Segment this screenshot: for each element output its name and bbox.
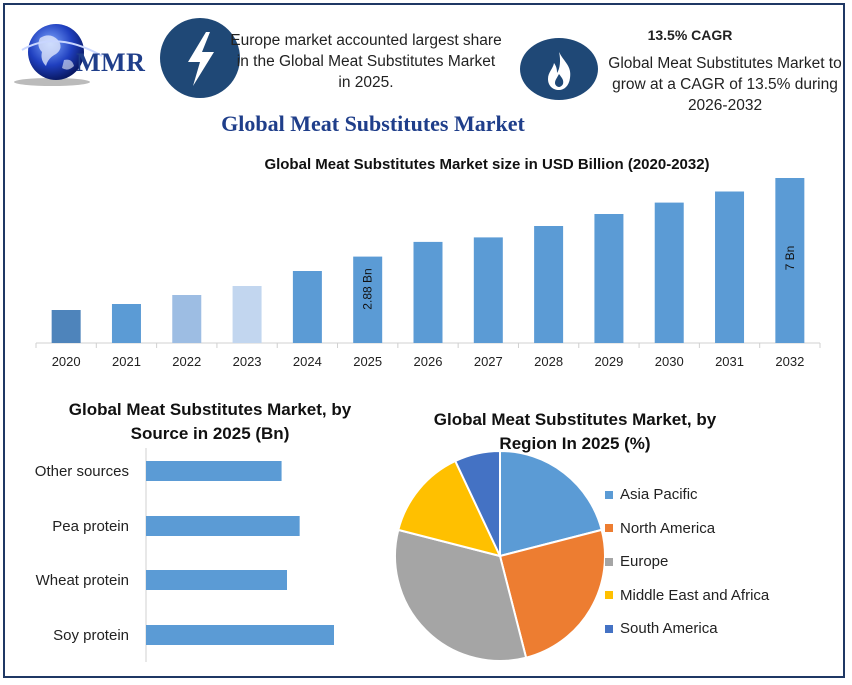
legend-swatch-middle-east-and-africa: [605, 591, 613, 600]
size-tick-label-2022: 2022: [172, 354, 201, 369]
size-tick-label-2030: 2030: [655, 354, 684, 369]
source-bar-wheat-protein: [146, 570, 287, 590]
legend-item-middle-east-and-africa: Middle East and Africa: [605, 579, 769, 613]
size-tick-label-2028: 2028: [534, 354, 563, 369]
cagr-text: Global Meat Substitutes Market to grow a…: [608, 55, 842, 114]
source-label-other-sources: Other sources: [35, 463, 129, 480]
mmr-logo: [12, 20, 162, 90]
size-tick-label-2031: 2031: [715, 354, 744, 369]
size-bar-2032: [775, 178, 805, 343]
globe-icon: [14, 24, 103, 86]
logo-text: MMR: [76, 48, 146, 77]
size-bar-2028: [534, 226, 564, 343]
source-label-pea-protein: Pea protein: [52, 518, 129, 535]
cagr-title: 13.5% CAGR: [647, 27, 733, 43]
legend-item-europe: Europe: [605, 545, 769, 579]
size-bar-2031: [715, 191, 745, 343]
lightning-icon: [160, 18, 240, 98]
size-bar-2027: [473, 237, 503, 343]
size-tick-label-2024: 2024: [293, 354, 322, 369]
legend-label-europe: Europe: [620, 553, 669, 571]
size-bar-2021: [111, 304, 141, 343]
size-tick-label-2025: 2025: [353, 354, 382, 369]
legend-label-north-america: North America: [620, 519, 716, 537]
size-bar-2029: [594, 214, 624, 343]
size-chart-title: Global Meat Substitutes Market size in U…: [264, 156, 710, 173]
legend-swatch-europe: [605, 557, 613, 566]
source-label-wheat-protein: Wheat protein: [36, 572, 129, 589]
legend-swatch-north-america: [605, 524, 613, 533]
region-chart-title: Global Meat Substitutes Market, by Regio…: [433, 410, 717, 453]
legend-label-asia-pacific: Asia Pacific: [620, 486, 698, 504]
size-data-label-2025: 2.88 Bn: [361, 268, 375, 309]
legend-item-north-america: North America: [605, 512, 769, 546]
pie-slice-south-america: [453, 449, 501, 557]
size-tick-label-2020: 2020: [52, 354, 81, 369]
size-tick-label-2021: 2021: [112, 354, 141, 369]
size-bar-2024: [292, 271, 322, 343]
size-bar-2020: [51, 310, 81, 343]
size-data-label-2032: 7 Bn: [783, 246, 797, 271]
source-bar-other-sources: [146, 461, 282, 481]
size-bar-2030: [654, 202, 684, 343]
size-tick-label-2023: 2023: [233, 354, 262, 369]
size-tick-label-2026: 2026: [414, 354, 443, 369]
size-tick-label-2027: 2027: [474, 354, 503, 369]
highlight-text: Europe market accounted largest share in…: [230, 32, 502, 91]
legend-label-south-america: South America: [620, 620, 718, 638]
size-tick-label-2029: 2029: [594, 354, 623, 369]
size-bar-2026: [413, 241, 443, 343]
pie-slice-europe: [394, 528, 528, 662]
size-bar-2022: [172, 295, 202, 343]
pie-slice-north-america: [498, 528, 606, 659]
legend-label-middle-east-and-africa: Middle East and Africa: [620, 586, 770, 604]
source-bar-pea-protein: [146, 516, 300, 536]
size-bar-2025: [353, 256, 383, 343]
main-title: Global Meat Substitutes Market: [221, 111, 525, 136]
source-chart-title: Global Meat Substitutes Market, by Sourc…: [68, 400, 352, 443]
region-legend: Asia Pacific North America Europe Middle Ea…: [605, 478, 769, 646]
legend-swatch-south-america: [605, 624, 613, 633]
flame-icon: [520, 38, 598, 100]
source-label-soy-protein: Soy protein: [53, 627, 129, 644]
legend-item-south-america: South America: [605, 612, 769, 646]
legend-swatch-asia-pacific: [605, 490, 613, 499]
size-tick-label-2032: 2032: [775, 354, 804, 369]
source-bar-soy-protein: [146, 625, 334, 645]
legend-item-asia-pacific: Asia Pacific: [605, 478, 769, 512]
size-bar-2023: [232, 286, 262, 343]
pie-slice-asia-pacific: [499, 449, 603, 558]
pie-slice-middle-east-and-africa: [397, 459, 502, 558]
